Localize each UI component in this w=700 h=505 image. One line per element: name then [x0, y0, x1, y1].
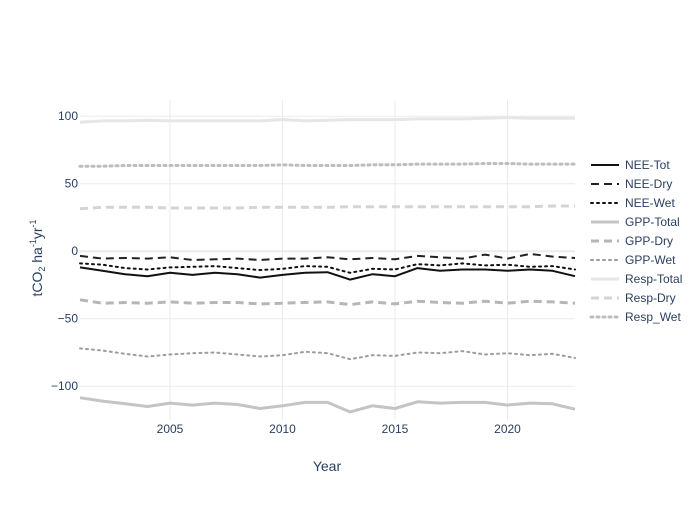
legend-item: NEE-Wet — [590, 196, 675, 210]
y-axis-title-superscript: -1 — [28, 219, 38, 227]
y-axis-title: tCO2 ha-1yr-1 — [28, 219, 47, 296]
legend-label: NEE-Tot — [625, 158, 670, 172]
y-tick-label: −50 — [58, 312, 79, 326]
legend-label: GPP-Dry — [625, 234, 673, 248]
legend-label: Resp_Wet — [625, 310, 681, 324]
series-line-resp-dry — [79, 204, 575, 211]
legend-item: GPP-Dry — [591, 234, 673, 248]
series-line-nee-tot — [79, 266, 576, 281]
y-axis-title-superscript: -1 — [28, 239, 38, 247]
series-line-gpp-total — [79, 396, 576, 414]
legend-label: Resp-Dry — [625, 291, 676, 305]
y-tick-label: 50 — [65, 177, 79, 191]
legend-item: Resp_Wet — [589, 310, 681, 324]
legend-label: GPP-Wet — [625, 253, 676, 267]
legend-item: NEE-Tot — [591, 158, 670, 172]
y-axis-title-subscript: 2 — [37, 267, 47, 272]
y-axis-title-part: yr — [29, 227, 45, 239]
x-tick-label: 2020 — [494, 422, 521, 436]
legend-label: NEE-Wet — [625, 196, 675, 210]
legend-item: NEE-Dry — [591, 177, 672, 191]
series-line-gpp-wet — [79, 347, 576, 361]
legend-item: GPP-Total — [591, 215, 680, 229]
legend: NEE-Tot NEE-Dry NEE-Wet GPP-Total GPP-Dry GPP… — [589, 158, 682, 324]
legend-label: NEE-Dry — [625, 177, 672, 191]
legend-item: Resp-Dry — [591, 291, 676, 305]
y-tick-label: 100 — [58, 109, 78, 123]
series-line-resp-wet — [78, 162, 577, 168]
y-tick-label: 0 — [71, 244, 78, 258]
x-axis-title: Year — [313, 458, 342, 474]
y-axis-title-part: ha — [29, 247, 45, 267]
series-line-resp-total — [79, 116, 575, 124]
y-axis-ticks: −100 −50 0 50 100 — [51, 109, 78, 393]
x-tick-label: 2010 — [269, 422, 296, 436]
y-tick-label: −100 — [51, 379, 78, 393]
x-tick-label: 2015 — [382, 422, 409, 436]
legend-label: GPP-Total — [625, 215, 680, 229]
series-lines — [78, 116, 577, 414]
x-axis-ticks: 2005 2010 2015 2020 — [157, 422, 522, 436]
x-tick-label: 2005 — [157, 422, 184, 436]
gridlines — [80, 100, 575, 420]
legend-label: Resp-Total — [625, 272, 682, 286]
series-line-gpp-dry — [79, 298, 576, 307]
series-line-nee-dry — [79, 252, 576, 261]
legend-item: GPP-Wet — [590, 253, 676, 267]
y-axis-title-base: tCO — [29, 272, 45, 297]
legend-item: Resp-Total — [591, 272, 682, 286]
series-line-nee-wet — [79, 262, 576, 274]
